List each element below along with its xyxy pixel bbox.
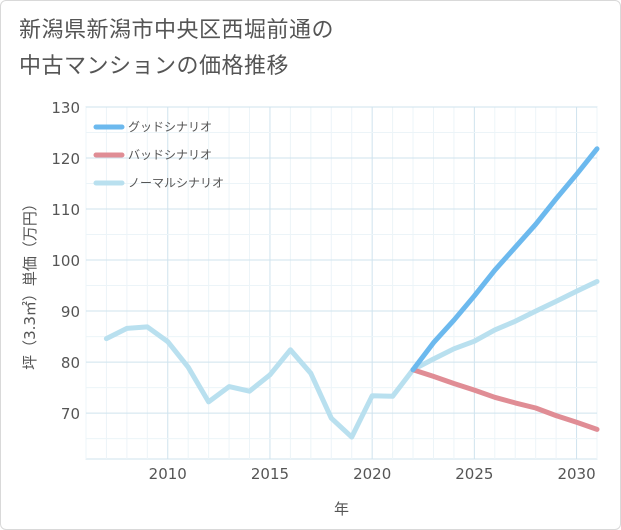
legend-label-0: グッドシナリオ [128,120,212,134]
x-tick-label: 2025 [455,465,493,483]
y-tick-label: 70 [61,405,80,423]
x-tick-label: 2015 [251,465,289,483]
y-tick-label: 80 [61,354,80,372]
axes: 2010 2015 2020 2025 2030 70 80 90 100 110 120 130 [51,99,595,483]
y-tick-label: 90 [61,303,80,321]
y-tick-label: 100 [51,252,80,270]
chart-title-line-1: 新潟県新潟市中央区西堀前通の [19,18,335,43]
x-tick-label: 2020 [353,465,391,483]
series-line-2 [103,279,600,440]
x-axis-label: 年 [334,500,349,518]
grid [85,106,598,460]
series-lines [103,146,600,440]
legend-label-1: バッドシナリオ [128,148,212,162]
series-line-1 [410,367,600,432]
series-line-0 [410,146,600,373]
y-tick-label: 110 [51,201,80,219]
legend-label-2: ノーマルシナリオ [128,176,224,190]
y-tick-label: 120 [51,150,80,168]
x-tick-label: 2010 [149,465,187,483]
x-tick-label: 2030 [557,465,595,483]
chart-title-line-2: 中古マンションの価格推移 [19,54,290,79]
chart-title: 新潟県新潟市中央区西堀前通の 中古マンションの価格推移 [19,13,334,85]
y-axis-label: 坪（3.3㎡）単価（万円） [21,196,39,370]
y-tick-label: 130 [51,99,80,117]
